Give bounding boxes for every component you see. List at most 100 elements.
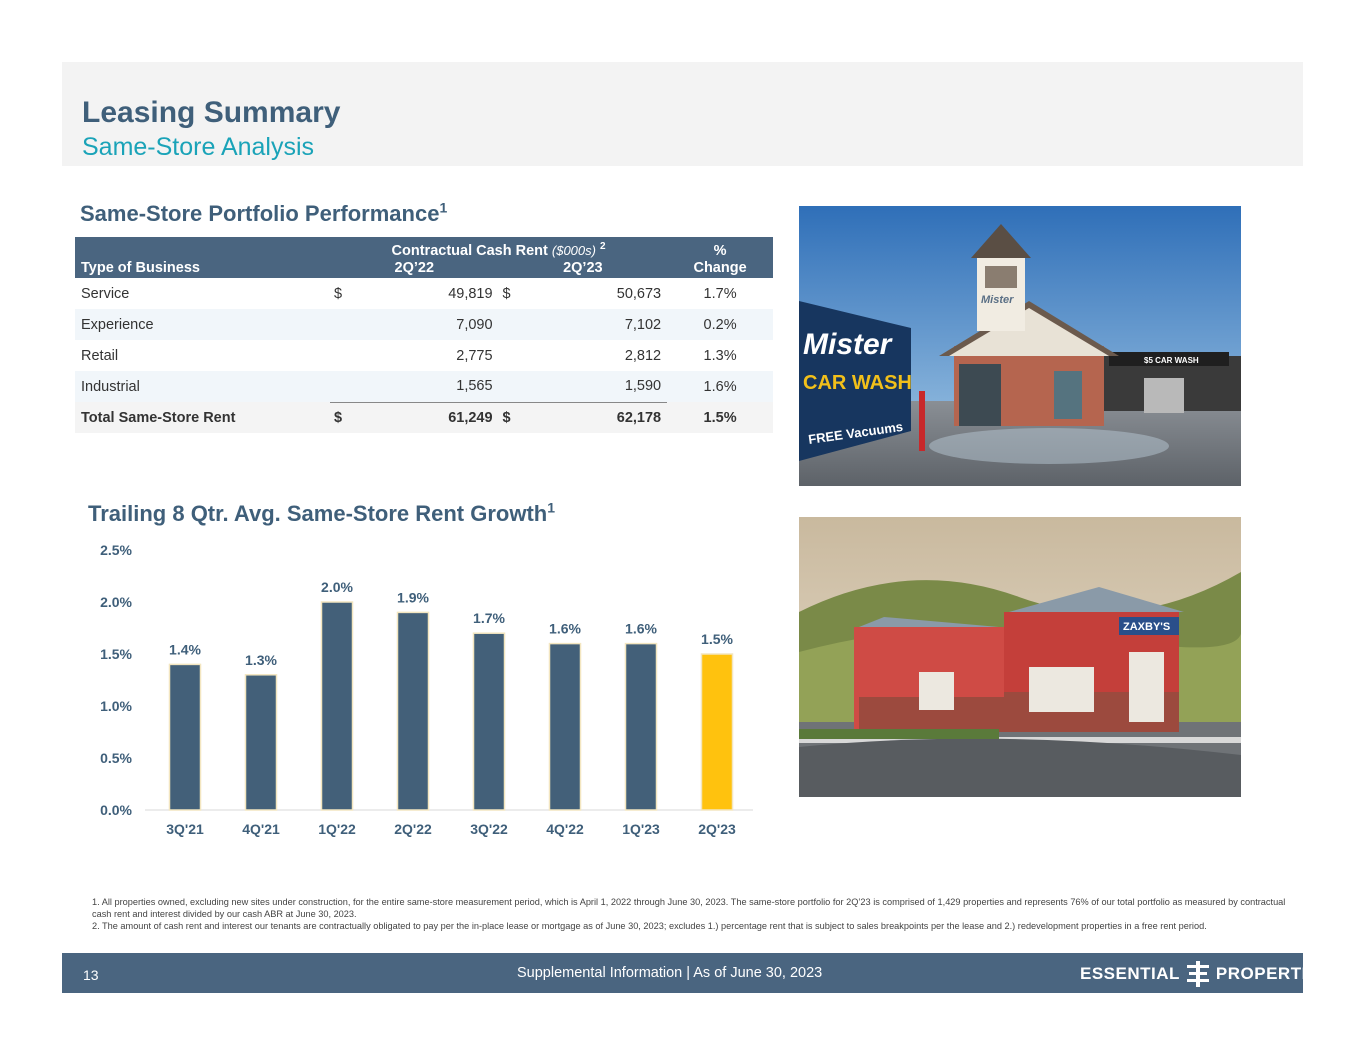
zaxbys-sign-text: ZAXBY'S xyxy=(1123,621,1170,633)
bar xyxy=(548,642,582,811)
value-2q23: 50,673 xyxy=(616,285,662,302)
bar-value-label: 1.9% xyxy=(397,589,429,605)
rent-growth-bar-chart: 0.0% 0.5% 1.0% 1.5% 2.0% 2.5% 1.4% 1.3% 2.0% 1.9… xyxy=(100,542,753,837)
value-2q23: 7,102 xyxy=(522,309,668,340)
x-tick-label: 2Q'23 xyxy=(698,821,736,837)
same-store-table: Contractual Cash Rent ($000s) 2 % Type o… xyxy=(75,237,773,433)
currency-cell: $ xyxy=(498,401,523,433)
y-tick-label: 1.5% xyxy=(100,646,132,662)
contractual-cash-rent-header: Contractual Cash Rent ($000s) 2 xyxy=(330,237,668,259)
bar-value-label: 1.5% xyxy=(701,631,733,647)
currency-cell xyxy=(498,371,523,402)
bar xyxy=(168,663,202,811)
bar-value-label: 1.7% xyxy=(473,610,505,626)
col-2q23-header: 2Q’23 xyxy=(498,259,668,278)
business-cell: Industrial xyxy=(75,371,330,402)
business-cell: Service xyxy=(81,285,130,302)
chart-title-text: Trailing 8 Qtr. Avg. Same-Store Rent Gro… xyxy=(88,501,548,526)
x-axis: 3Q'21 4Q'21 1Q'22 2Q'22 3Q'22 4Q'22 1Q'23 2Q'23 xyxy=(166,821,736,837)
chart-title-sup: 1 xyxy=(547,499,556,516)
page-subtitle: Same-Store Analysis xyxy=(82,133,315,161)
footnote-2: 2. The amount of cash rent and interest … xyxy=(92,921,1207,931)
bar xyxy=(244,674,278,811)
page-title: Leasing Summary xyxy=(82,96,341,129)
footer: 13 Supplemental Information | As of June… xyxy=(62,953,1330,993)
table-title-sup: 1 xyxy=(439,199,448,216)
car-wash-photo: $5 CAR WASH Mister Mister CAR WASH FREE … xyxy=(799,206,1241,486)
y-tick-label: 2.5% xyxy=(100,542,132,558)
sign-mister-text: Mister xyxy=(803,328,894,361)
bar xyxy=(472,632,506,811)
value-2q22: 7,090 xyxy=(354,309,499,340)
x-tick-label: 3Q'21 xyxy=(166,821,204,837)
currency-cell xyxy=(330,371,354,402)
currency-cell: $ xyxy=(334,285,343,302)
currency-cell xyxy=(498,309,523,340)
tower-sign-text: Mister xyxy=(981,294,1014,306)
chart-title: Trailing 8 Qtr. Avg. Same-Store Rent Gro… xyxy=(88,501,555,527)
table-title-text: Same-Store Portfolio Performance xyxy=(80,201,440,226)
side-sign-text: $5 CAR WASH xyxy=(1144,356,1199,365)
y-tick-label: 1.0% xyxy=(100,698,132,714)
value-2q22: 1,565 xyxy=(354,371,499,402)
bar-value-label: 2.0% xyxy=(321,579,353,595)
essential-properties-logo: ESSENTIAL PROPERTIES xyxy=(1080,961,1331,987)
bar-value-labels: 1.4% 1.3% 2.0% 1.9% 1.7% 1.6% 1.6% 1.5% xyxy=(169,579,733,668)
total-row: Total Same-Store Rent $ 61,249 $ 62,178 … xyxy=(75,401,773,433)
sign-carwash-text: CAR WASH xyxy=(803,372,912,394)
change-cell: 1.6% xyxy=(667,371,773,402)
zaxbys-illustration: ZAXBY'S xyxy=(799,517,1241,797)
x-tick-label: 3Q'22 xyxy=(470,821,508,837)
logo-right-text: PROPERTIES xyxy=(1215,964,1331,983)
table-row: Service $ 49,819 $ 50,673 1.7% xyxy=(75,278,773,309)
page-number: 13 xyxy=(83,967,99,983)
header-band xyxy=(62,62,1303,166)
logo-left-text: ESSENTIAL xyxy=(1080,964,1180,983)
y-tick-label: 0.5% xyxy=(100,750,132,766)
x-tick-label: 4Q'22 xyxy=(546,821,584,837)
y-tick-label: 0.0% xyxy=(100,802,132,818)
col-2q22-header: 2Q’22 xyxy=(330,259,499,278)
x-tick-label: 4Q'21 xyxy=(242,821,280,837)
business-cell: Total Same-Store Rent xyxy=(75,402,330,433)
bar-value-label: 1.6% xyxy=(549,621,581,637)
value-2q22: 61,249 xyxy=(354,401,499,433)
business-cell: Experience xyxy=(75,309,330,340)
bar-value-label: 1.4% xyxy=(169,641,201,657)
x-tick-label: 1Q'23 xyxy=(622,821,660,837)
bar xyxy=(396,611,430,811)
y-axis: 0.0% 0.5% 1.0% 1.5% 2.0% 2.5% xyxy=(100,542,132,818)
y-tick-label: 2.0% xyxy=(100,594,132,610)
zaxbys-photo: ZAXBY'S xyxy=(799,517,1241,797)
x-tick-label: 1Q'22 xyxy=(318,821,356,837)
currency-cell xyxy=(330,309,354,340)
bar xyxy=(624,642,658,811)
table-row: Industrial 1,565 1,590 1.6% xyxy=(75,371,773,402)
change-cell: 0.2% xyxy=(667,309,773,340)
footer-text: Supplemental Information | As of June 30… xyxy=(517,965,823,981)
bars xyxy=(168,601,734,811)
bar xyxy=(700,653,734,811)
value-2q22: 49,819 xyxy=(448,285,493,302)
footnote-1: 1. All properties owned, excluding new s… xyxy=(92,897,1286,919)
car-wash-illustration: $5 CAR WASH Mister Mister CAR WASH FREE … xyxy=(799,206,1241,486)
value-2q23: 62,178 xyxy=(522,401,668,433)
table-row: Retail 2,775 2,812 1.3% xyxy=(75,340,773,371)
type-of-business-header: Type of Business xyxy=(75,259,330,278)
logo-mark-icon xyxy=(1186,961,1209,987)
currency-cell: $ xyxy=(330,401,354,433)
x-tick-label: 2Q'22 xyxy=(394,821,432,837)
change-cell: 1.7% xyxy=(703,285,737,302)
currency-cell: $ xyxy=(502,285,511,302)
change-header-bottom: Change xyxy=(667,259,773,278)
currency-cell xyxy=(499,340,523,371)
change-header-top: % xyxy=(667,237,773,259)
value-2q22: 2,775 xyxy=(456,347,493,364)
bar-value-label: 1.6% xyxy=(625,621,657,637)
change-cell: 1.3% xyxy=(703,347,737,364)
bar xyxy=(320,601,354,811)
business-cell: Retail xyxy=(81,347,119,364)
value-2q23: 1,590 xyxy=(522,371,668,402)
footnotes: 1. All properties owned, excluding new s… xyxy=(92,896,1287,932)
change-cell: 1.5% xyxy=(667,402,773,433)
